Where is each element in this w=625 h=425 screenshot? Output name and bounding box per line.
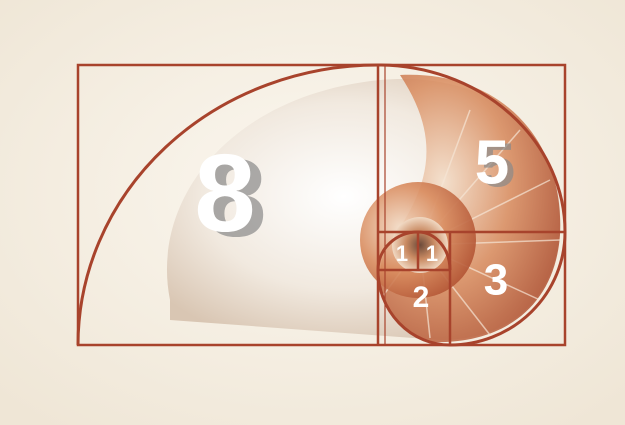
label-shadow: 8 xyxy=(205,137,266,260)
label-eight: 8 xyxy=(194,132,255,255)
label-three: 3 xyxy=(484,256,508,305)
label-one: 1 xyxy=(396,241,408,266)
golden-grid xyxy=(76,63,567,347)
label-shadow: 5 xyxy=(481,131,515,200)
label-two: 2 xyxy=(413,281,430,314)
label-five: 5 xyxy=(475,128,509,197)
golden-spiral xyxy=(76,63,567,347)
label-one: 1 xyxy=(426,241,438,266)
